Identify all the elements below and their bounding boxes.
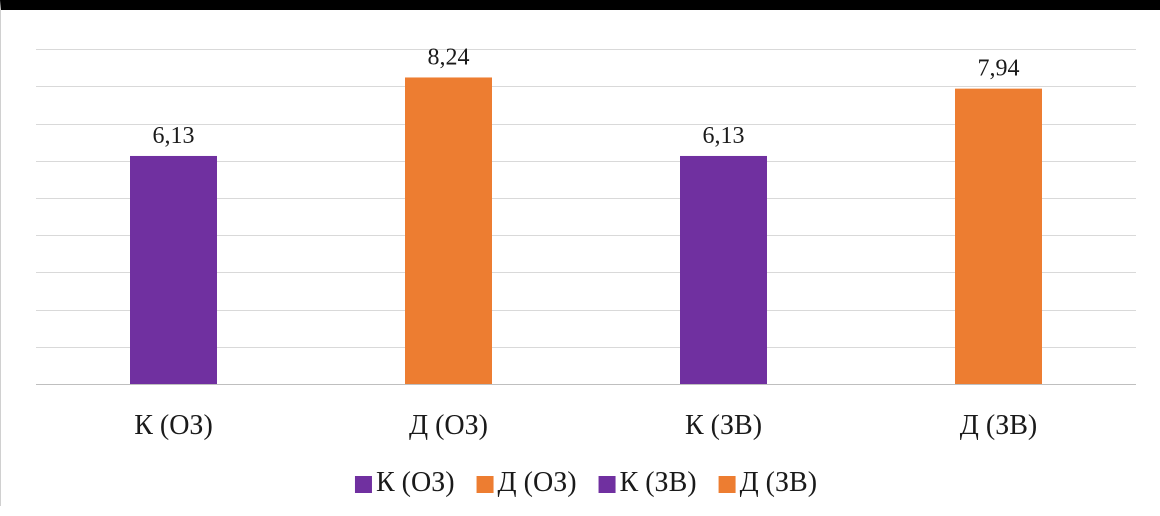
data-label: 8,24 [428, 44, 470, 70]
legend-swatch [354, 476, 372, 493]
legend-item: Д (ОЗ) [476, 467, 577, 498]
bar [955, 88, 1042, 385]
bar [130, 155, 217, 384]
legend-label: Д (ЗВ) [740, 467, 817, 498]
bar [405, 77, 492, 385]
legend: К (ОЗ) Д (ОЗ) К (ЗВ) Д (ЗВ) [354, 467, 817, 498]
legend-label: Д (ОЗ) [498, 467, 577, 498]
category-axis: К (ОЗ) Д (ОЗ) К (ЗВ) Д (ЗВ) [134, 410, 1037, 441]
legend-item: К (ОЗ) [354, 467, 455, 498]
bars [130, 77, 1042, 385]
category-tick-label: Д (ЗВ) [960, 410, 1037, 441]
data-labels: 6,13 8,24 6,13 7,94 [153, 44, 1020, 148]
data-label: 6,13 [703, 123, 745, 149]
category-tick-label: К (ОЗ) [134, 410, 213, 441]
legend-item: Д (ЗВ) [718, 467, 817, 498]
data-label: 6,13 [153, 123, 195, 149]
bar [680, 155, 767, 384]
legend-swatch [476, 476, 494, 493]
gridlines [36, 49, 1136, 385]
legend-label: К (ОЗ) [376, 467, 455, 498]
category-tick-label: Д (ОЗ) [409, 410, 488, 441]
legend-item: К (ЗВ) [598, 467, 697, 498]
bar-chart: 6,13 8,24 6,13 7,94 К (ОЗ) Д (ОЗ) К (ЗВ) Д (ЗВ… [36, 44, 1136, 498]
legend-label: К (ЗВ) [620, 467, 697, 498]
legend-swatch [598, 476, 616, 493]
category-tick-label: К (ЗВ) [685, 410, 762, 441]
data-label: 7,94 [978, 56, 1020, 82]
legend-swatch [718, 476, 736, 493]
